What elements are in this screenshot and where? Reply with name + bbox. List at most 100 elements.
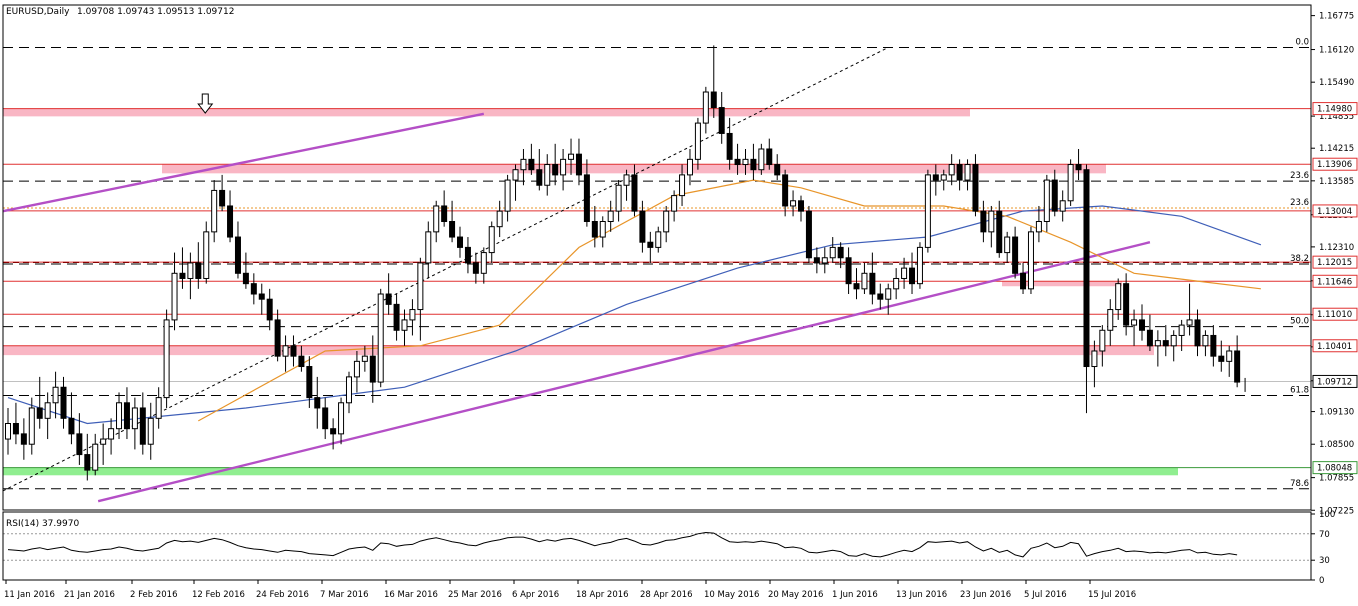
candle-body [639, 210, 646, 243]
candle-body [1146, 329, 1153, 347]
fib-label-5: 61.8 [1290, 386, 1309, 396]
level-lines-layer [3, 108, 1311, 469]
zone-2 [1002, 281, 1122, 287]
candle-body [544, 164, 551, 186]
down-arrow-icon [197, 93, 214, 114]
candle-body [663, 210, 670, 233]
candle-body [60, 386, 67, 419]
candle-body [885, 288, 892, 300]
candle-body [893, 277, 900, 290]
candle-body [139, 407, 146, 445]
x-tick-label-13: 1 Jun 2016 [832, 590, 878, 600]
trendline-layer [2, 47, 1151, 503]
x-tick-label-10: 28 Apr 2016 [640, 590, 693, 600]
candle-body [258, 293, 265, 300]
candle-body [314, 397, 321, 409]
price-panel-frame [2, 4, 1312, 511]
candle-body [599, 221, 606, 238]
candle-body [457, 236, 464, 248]
rsi-layer [3, 531, 1311, 561]
rsi-panel-frame [2, 511, 1312, 581]
candle-body [798, 200, 804, 212]
candle-body [575, 153, 582, 176]
candle-body [187, 262, 194, 279]
header-layer: EURUSD,Daily 1.09708 1.09743 1.09513 1.0… [6, 7, 234, 529]
x-tick-label-16: 5 Jul 2016 [1024, 590, 1067, 600]
candle-body [1051, 179, 1058, 212]
trendline-1 [97, 241, 1151, 503]
candle-body [1075, 164, 1082, 171]
candle-body [227, 205, 234, 238]
rsi-tick-label-1: 70 [1319, 530, 1330, 540]
candle-body [266, 298, 273, 321]
candle-body [972, 164, 979, 212]
candles-layer [5, 45, 1246, 481]
candle-body [948, 164, 955, 176]
x-tick-label-12: 20 May 2016 [768, 590, 823, 600]
fib-label-3: 38.2 [1290, 254, 1309, 264]
candle-body [1210, 334, 1217, 357]
candle-body [623, 174, 630, 186]
level-tag-box-3 [1312, 255, 1358, 269]
candle-body [345, 376, 352, 404]
candle-body [901, 267, 908, 279]
candle-body [560, 158, 567, 176]
candle-body [219, 189, 226, 207]
moving-average-layer [7, 179, 1262, 425]
moving-average-fast [198, 179, 1261, 422]
candle-body [615, 184, 622, 212]
candle-body [100, 438, 107, 445]
candle-body [750, 158, 757, 171]
candle-body [504, 179, 511, 212]
candle-body [203, 231, 210, 279]
x-tick-label-14: 13 Jun 2016 [896, 590, 947, 600]
candle-body [330, 428, 337, 435]
candle-body [417, 262, 424, 311]
candle-body [552, 164, 559, 176]
candle-body [869, 272, 876, 295]
candle-body [1234, 350, 1241, 383]
candle-body [686, 158, 693, 176]
candle-body [338, 402, 345, 435]
candle-body [12, 423, 19, 435]
candle-body [433, 205, 440, 233]
candle-body [274, 319, 281, 357]
x-tick-label-17: 15 Jul 2016 [1088, 590, 1136, 600]
level-tag-box-6 [1312, 339, 1358, 353]
candle-body [409, 309, 416, 321]
candle-body [1107, 309, 1114, 331]
y-tick-label-5: 1.13585 [1319, 177, 1354, 187]
candle-body [821, 257, 828, 264]
candle-body [853, 283, 860, 290]
candle-body [353, 360, 360, 378]
candle-body [211, 189, 218, 233]
candle-body [425, 231, 432, 264]
candle-body [179, 272, 186, 279]
candle-body [108, 428, 115, 440]
candle-body [163, 319, 170, 399]
zone-3 [3, 345, 1154, 356]
candle-body [449, 221, 456, 238]
candle-body [956, 164, 963, 181]
y-tick-label-15: 1.07225 [1319, 506, 1354, 516]
x-tick-label-0: 11 Jan 2016 [4, 590, 55, 600]
candle-body [1186, 319, 1193, 326]
candle-body [322, 407, 329, 430]
candle-body [195, 262, 202, 279]
x-tick-label-4: 24 Feb 2016 [256, 590, 309, 600]
rsi-tick-label-2: 30 [1319, 556, 1330, 566]
x-tick-label-1: 21 Jan 2016 [64, 590, 115, 600]
x-tick-label-3: 12 Feb 2016 [192, 590, 245, 600]
level-tag-box-4 [1312, 274, 1358, 288]
level-tag-label-6: 1.10401 [1317, 342, 1352, 352]
y-tick-label-12: 1.09130 [1319, 408, 1354, 418]
candle-body [5, 423, 11, 440]
candle-body [36, 407, 43, 419]
candle-body [671, 195, 678, 212]
candle-body [631, 174, 638, 212]
candle-body [805, 210, 812, 259]
level-tag-label-1: 1.13906 [1317, 160, 1352, 170]
x-tick-label-6: 16 Mar 2016 [384, 590, 438, 600]
level-tag-box-7 [1312, 461, 1358, 475]
